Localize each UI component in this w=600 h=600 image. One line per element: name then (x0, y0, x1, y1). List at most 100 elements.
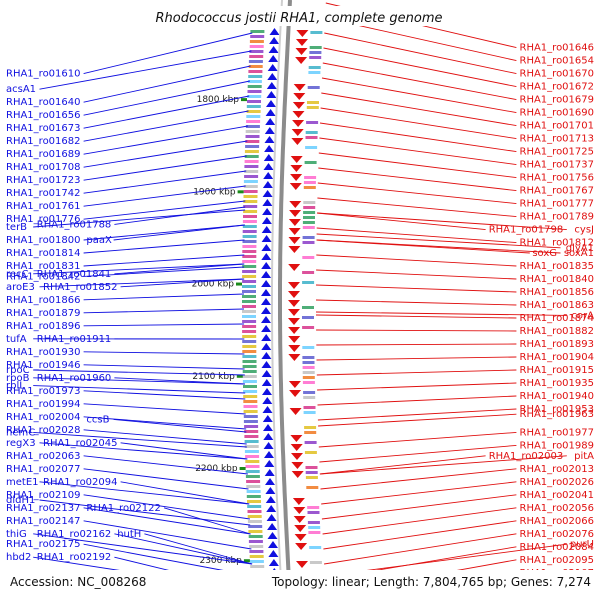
feature-band (242, 350, 257, 353)
forward-gene-arrow (263, 154, 274, 161)
reverse-gene-arrow (291, 462, 304, 469)
label-leader-line (114, 206, 246, 225)
reverse-gene-arrow (289, 210, 302, 217)
feature-band (302, 241, 315, 244)
forward-gene-arrow (268, 550, 279, 557)
forward-gene-arrow (262, 181, 273, 188)
label-leader-line (120, 442, 248, 460)
forward-gene-arrow (261, 352, 272, 359)
gene-label: RHA1_ro01842 (6, 271, 81, 282)
label-leader-line (83, 140, 248, 168)
label-leader-line (39, 442, 248, 460)
gene-label: tufA (6, 334, 27, 345)
gene-label: RHA1_ro01814 (6, 248, 81, 259)
gene-label: RHA1_ro01940 (520, 391, 595, 402)
coordinate-ticks: 1800 kbp 1900 kbp 2000 kbp 2100 kbp 2200 kbp… (192, 95, 250, 566)
feature-band (302, 371, 315, 374)
label-leader-line (321, 92, 517, 127)
forward-gene-arrow (261, 262, 272, 269)
feature-band (309, 51, 322, 54)
feature-band (305, 466, 318, 469)
feature-band (242, 320, 257, 323)
feature-band (242, 285, 256, 288)
gene-label: RHA1_ro01673 (6, 123, 81, 134)
forward-gene-arrow (265, 118, 276, 125)
gene-label: RHA1_ro02028 (6, 425, 81, 436)
forward-gene-arrow (264, 136, 275, 143)
gene-label: soxA1 (564, 248, 594, 259)
label-leader-line (163, 507, 251, 535)
gene-label: RHA1_ro01989 (520, 440, 595, 451)
forward-gene-arrow (261, 235, 272, 242)
forward-gene-arrow (262, 406, 273, 413)
gene-label: RHA1_ro01756 (520, 173, 595, 184)
forward-gene-arrow (262, 388, 272, 395)
gene-label: RHA1_ro01863 (520, 300, 595, 311)
feature-band (245, 460, 260, 463)
feature-band (309, 46, 322, 49)
feature-band (242, 360, 257, 363)
feature-band (302, 346, 315, 349)
label-leader-line (83, 110, 249, 142)
label-leader-line (83, 507, 251, 535)
feature-band (245, 125, 260, 128)
feature-band (303, 206, 316, 209)
label-leader-line (316, 212, 486, 231)
gene-label: RHA1_ro01690 (520, 108, 595, 119)
label-leader-line (83, 468, 249, 490)
feature-band (302, 366, 315, 369)
label-leader-line (114, 533, 253, 565)
feature-band (307, 521, 320, 524)
feature-band (305, 471, 318, 474)
feature-band (243, 385, 257, 388)
feature-band (242, 355, 257, 358)
forward-gene-arrow (261, 316, 271, 323)
reverse-gene-arrow (292, 111, 305, 118)
gene-label: rpoB (6, 373, 30, 384)
feature-band (249, 40, 264, 43)
backbone-line (278, 0, 292, 600)
gene-label: RHA1_ro01708 (6, 162, 81, 173)
feature-band (242, 340, 257, 343)
feature-band (242, 240, 257, 243)
gene-label: RHA1_ro01879 (6, 308, 81, 319)
reverse-gene-arrow (294, 534, 307, 541)
backbone-shadow (271, 0, 283, 600)
feature-band (302, 271, 315, 274)
reverse-gene-arrow (293, 507, 306, 514)
feature-band (242, 245, 257, 248)
reverse-gene-arrow (288, 228, 301, 235)
reverse-gene-arrow (288, 309, 300, 316)
gene-label: RHA1_ro01856 (520, 287, 595, 298)
gene-label: RHA1_ro02013 (520, 464, 595, 475)
feature-band (304, 441, 317, 444)
feature-band (243, 400, 258, 403)
reverse-gene-arrow (290, 156, 303, 163)
reverse-gene-arrow (288, 345, 301, 352)
label-leader-line (39, 278, 245, 288)
feature-band (244, 155, 259, 158)
reverse-gene-arrow (295, 543, 308, 550)
label-leader-line (33, 369, 245, 376)
feature-band (247, 505, 262, 508)
gene-label: RHA1_ro02045 (43, 438, 118, 449)
gene-label: thiG (6, 529, 27, 540)
feature-band (242, 370, 257, 373)
label-leader-line (33, 385, 246, 394)
reverse-gene-arrow (290, 165, 303, 172)
feature-band (249, 50, 264, 53)
reverse-gene-arrow (288, 354, 301, 361)
gene-label: RHA1_ro01761 (6, 201, 81, 212)
gene-label: RHA1_ro01725 (520, 147, 595, 158)
gene-label: RHA1_ro02077 (6, 464, 81, 475)
label-leader-line (83, 65, 251, 103)
feature-band (243, 200, 258, 203)
feature-band (245, 455, 260, 458)
feature-band (304, 431, 317, 434)
gene-label: RHA1_ro01911 (37, 334, 112, 345)
genome-title: Rhodococcus jostii RHA1, complete genome (156, 11, 443, 26)
forward-gene-arrow (267, 523, 278, 530)
reverse-gene-arrow (293, 84, 306, 91)
gene-label: RHA1_ro01963 (520, 409, 595, 420)
feature-band (246, 480, 261, 483)
